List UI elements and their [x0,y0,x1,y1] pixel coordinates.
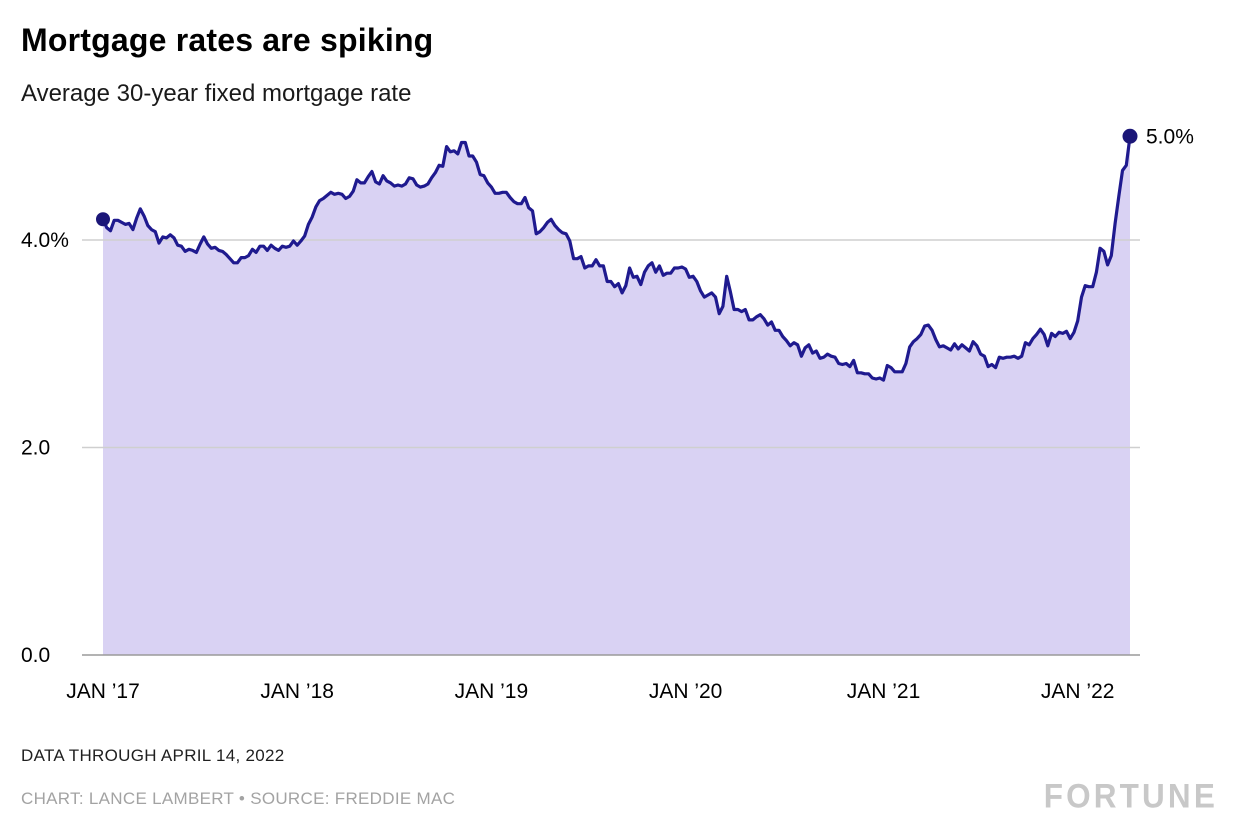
area-fill [103,136,1130,656]
y-axis-label: 4.0% [21,229,69,252]
x-axis-label: JAN ’17 [66,680,140,703]
x-axis-label: JAN ’22 [1041,680,1115,703]
rate-line [101,134,1132,382]
chart-title: Mortgage rates are spiking [21,22,434,58]
end-dot [1122,128,1138,144]
chart-subtitle: Average 30-year fixed mortgage rate [21,80,412,107]
x-axis-label: JAN ’19 [455,680,529,703]
end-value-label: 5.0% [1146,125,1194,148]
y-axis-label: 0.0 [21,644,50,667]
chart-credits: CHART: LANCE LAMBERT • SOURCE: FREDDIE M… [21,789,456,808]
data-through-note: DATA THROUGH APRIL 14, 2022 [21,746,285,765]
y-axis-label: 2.0 [21,437,50,460]
start-dot [96,212,110,227]
x-axis-label: JAN ’18 [260,680,334,703]
x-axis-label: JAN ’21 [847,680,921,703]
x-axis-label: JAN ’20 [649,680,723,703]
fortune-logo: FORTUNE [1043,777,1218,816]
